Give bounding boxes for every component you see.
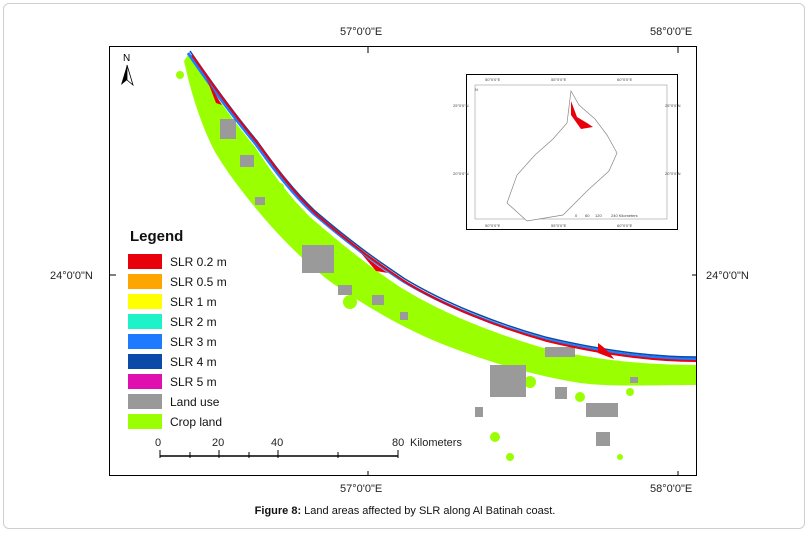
scale-tick-label: 40: [271, 437, 284, 449]
legend-label: SLR 0.5 m: [170, 275, 227, 289]
inset-scale-tick: 120: [595, 213, 602, 218]
legend-swatch: [128, 374, 162, 389]
legend-label: SLR 2 m: [170, 315, 217, 329]
legend-swatch: [128, 274, 162, 289]
north-label: N: [123, 53, 130, 64]
caption-text: Land areas affected by SLR along Al Bati…: [301, 505, 556, 517]
legend-label: SLR 4 m: [170, 355, 217, 369]
inset-scale-tick: 240 Kilometers: [611, 213, 638, 218]
inset-scale-tick: 60: [585, 213, 590, 218]
oman-outline: [506, 89, 618, 222]
coast-map: N: [110, 47, 696, 475]
lon-label-bottom-left: 57°0'0"E: [340, 483, 383, 495]
legend-label: Crop land: [170, 415, 223, 429]
inset-left-label: 20°0'0"N: [453, 171, 469, 176]
lat-label-left: 24°0'0"N: [50, 270, 93, 282]
crop-land-band: [184, 55, 696, 386]
lon-label-bottom-right: 58°0'0"E: [650, 483, 693, 495]
inset-right-label: 25°0'0"N: [665, 103, 681, 108]
inset-map: 50°0'0"E 55°0'0"E 60°0'0"E 50°0'0"E 55°0…: [453, 74, 681, 230]
legend-swatch: [128, 354, 162, 369]
inset-top-label: 55°0'0"E: [551, 77, 567, 82]
inset-bottom-label: 60°0'0"E: [617, 223, 633, 228]
legend-swatch: [128, 314, 162, 329]
lat-label-right: 24°0'0"N: [706, 270, 749, 282]
legend-title: Legend: [130, 228, 184, 245]
legend-label: SLR 1 m: [170, 295, 217, 309]
slr-02m-line: [191, 54, 696, 362]
legend-label: Land use: [170, 395, 220, 409]
inset-bottom-label: 55°0'0"E: [551, 223, 567, 228]
legend-swatch: [128, 414, 162, 429]
inset-svg: [474, 84, 668, 222]
scale-tick-label: 80: [392, 437, 405, 449]
study-area: [571, 101, 593, 129]
inset-top-label: 50°0'0"E: [485, 77, 501, 82]
scale-unit-label: Kilometers: [410, 437, 462, 449]
inset-bottom-label: 50°0'0"E: [485, 223, 501, 228]
land-use-patches: [220, 119, 638, 446]
legend-swatch: [128, 254, 162, 269]
crop-patches: [176, 71, 634, 461]
scale-tick-label: 20: [212, 437, 225, 449]
figure-caption: Figure 8: Land areas affected by SLR alo…: [0, 505, 810, 517]
legend-label: SLR 3 m: [170, 335, 217, 349]
figure-border: [3, 3, 805, 529]
legend-swatch: [128, 334, 162, 349]
legend-label: SLR 0.2 m: [170, 255, 227, 269]
inset-top-label: 60°0'0"E: [617, 77, 633, 82]
scale-bar: [158, 436, 400, 460]
scale-bar-graphic: [159, 450, 399, 458]
lon-label-top-right: 58°0'0"E: [650, 26, 693, 38]
caption-label: Figure 8:: [254, 505, 302, 517]
scale-tick-label: 0: [155, 437, 162, 449]
inset-right-label: 20°0'0"N: [665, 171, 681, 176]
north-arrow-icon: [121, 64, 134, 87]
inset-left-label: 25°0'0"N: [453, 103, 469, 108]
inset-north-label: N: [475, 87, 478, 92]
legend-swatch: [128, 394, 162, 409]
legend-swatch: [128, 294, 162, 309]
slr-02m-patch: [598, 343, 614, 359]
legend-label: SLR 5 m: [170, 375, 217, 389]
inset-scale-tick: 0: [575, 213, 578, 218]
lon-label-top-left: 57°0'0"E: [340, 26, 383, 38]
